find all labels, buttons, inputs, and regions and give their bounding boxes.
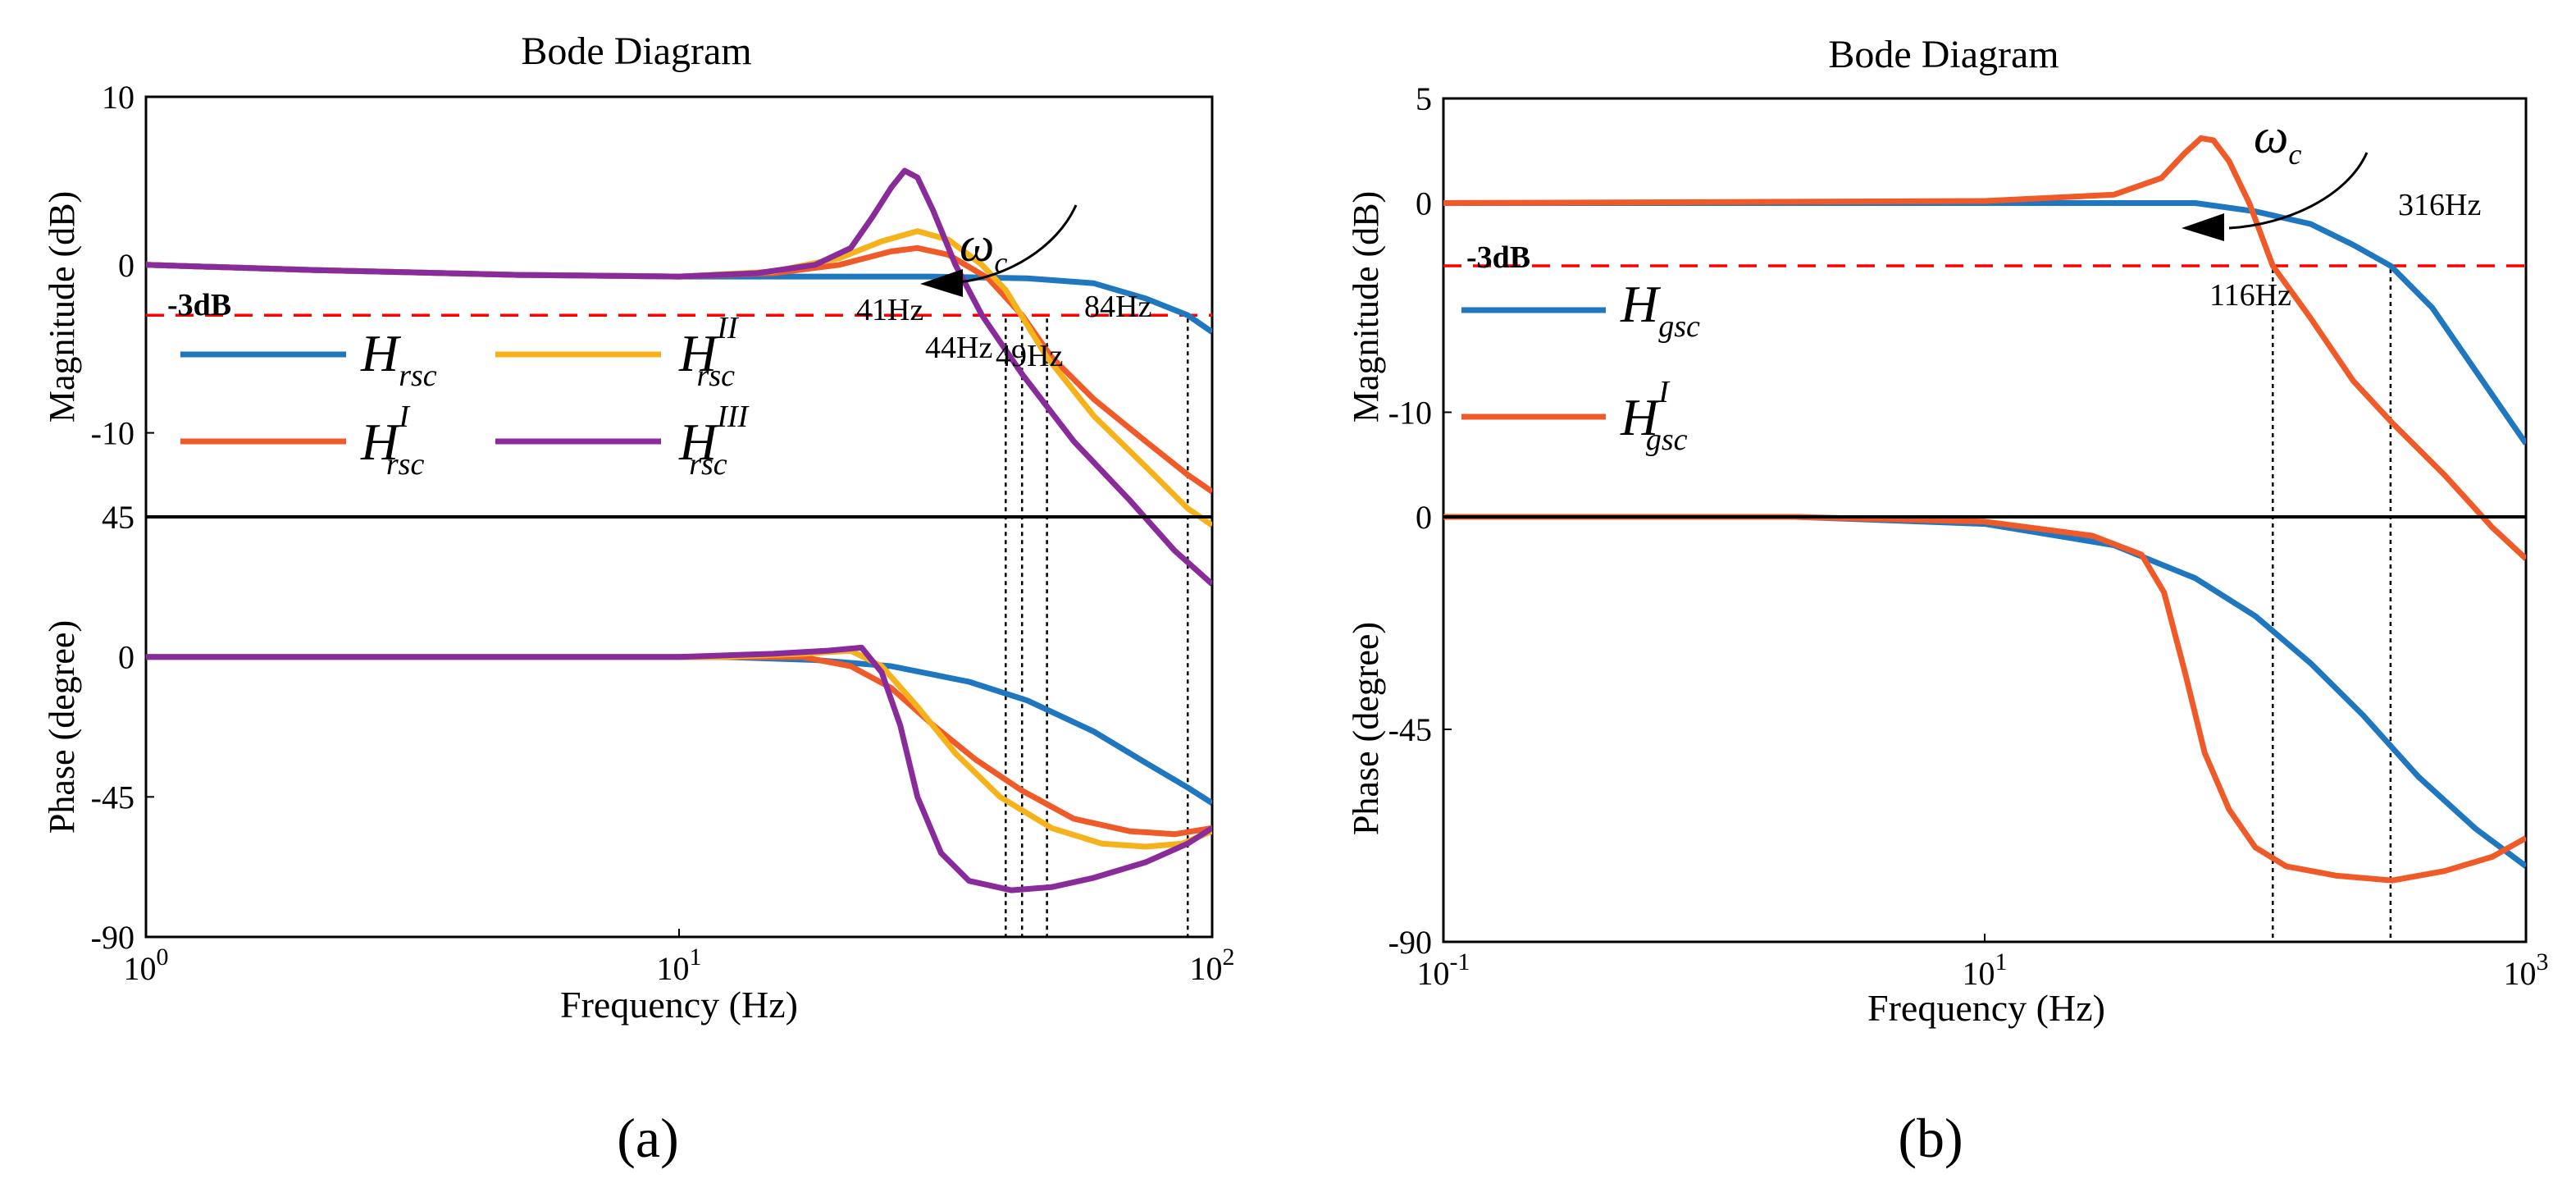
x-tick-label: 101 [1963, 948, 2008, 992]
frequency-annotation: 84Hz [1084, 290, 1151, 324]
legend-subscript: rsc [399, 359, 437, 393]
magnitude-axis-label: Magnitude (dB) [1346, 191, 1386, 423]
mag-tick-label: 0 [118, 247, 134, 284]
magnitude-curve-gsc-I [1443, 138, 2526, 559]
legend-label-rsc-II: HII rsc [678, 311, 740, 393]
phase-curve-gsc [1443, 517, 2526, 866]
phase-tick-label: 45 [102, 499, 134, 536]
wc-subscript: c [2288, 138, 2301, 171]
wc-subscript: c [994, 246, 1007, 279]
mag-tick-label: -10 [91, 415, 134, 452]
x-tick-exponent: 3 [2537, 948, 2549, 975]
phase-tick-label: -45 [1388, 711, 1432, 748]
figure-canvas: Bode Diagram100-10450-45-90Magnitude (dB… [0, 0, 2576, 1197]
phase-axis-label: Phase (degree) [1346, 622, 1386, 835]
phase-tick-label: 0 [1416, 499, 1432, 536]
chart-title: Bode Diagram [521, 30, 751, 73]
legend-subscript: gsc [1646, 423, 1688, 457]
mag-tick-label: 5 [1416, 80, 1432, 117]
phase-curve-rsc [146, 657, 1212, 803]
mag-tick-label: 10 [102, 79, 134, 116]
legend-superscript: III [716, 400, 750, 434]
x-tick-exponent: -1 [1450, 948, 1470, 975]
x-tick-exponent: 0 [157, 943, 169, 971]
x-tick-label: 103 [2504, 948, 2549, 992]
magnitude-curve-gsc [1443, 203, 2526, 444]
phase-tick-label: -45 [91, 779, 134, 816]
phase-curve-rsc-II [146, 651, 1212, 847]
legend-subscript: rsc [386, 447, 425, 482]
x-axis-label: Frequency (Hz) [1867, 987, 2105, 1029]
legend-subscript: rsc [697, 359, 736, 393]
panel-label: (b) [1898, 1107, 1963, 1169]
panel-label: (a) [617, 1107, 678, 1169]
frequency-annotation: 316Hz [2398, 188, 2481, 222]
legend-label-rsc: Hrsc [360, 324, 437, 393]
frequency-annotation: 116Hz [2209, 278, 2291, 313]
legend-subscript: gsc [1658, 309, 1700, 344]
wc-arrow-head [2182, 213, 2224, 241]
wc-label: ωc [2254, 109, 2301, 171]
legend-label-gsc-I: HI gsc [1620, 375, 1688, 457]
phase-tick-label: 0 [118, 639, 134, 676]
frequency-annotation: 44Hz [925, 331, 992, 365]
legend-label-rsc-III: HIII rsc [678, 400, 750, 482]
x-tick-label: 10-1 [1417, 948, 1470, 992]
phase-axis-label: Phase (degree) [42, 620, 82, 834]
x-tick-label: 101 [657, 943, 702, 987]
legend-superscript: I [1657, 375, 1671, 409]
legend-superscript: I [398, 400, 411, 434]
chart-title: Bode Diagram [1828, 33, 2059, 76]
x-axis-label: Frequency (Hz) [560, 984, 798, 1026]
phase-curve-rsc-I [146, 657, 1212, 834]
x-tick-exponent: 1 [690, 943, 702, 971]
mag-tick-label: 0 [1416, 185, 1432, 222]
x-tick-exponent: 1 [1995, 948, 2008, 975]
frequency-annotation: 49Hz [996, 339, 1063, 373]
wc-arrow-head [920, 269, 963, 297]
magnitude-axis-label: Magnitude (dB) [42, 191, 82, 423]
threshold-label: -3dB [1466, 240, 1530, 275]
phase-curve-gsc-I [1443, 517, 2526, 880]
threshold-label: -3dB [167, 288, 231, 322]
x-tick-label: 100 [124, 943, 169, 987]
legend-superscript: II [716, 311, 740, 345]
x-tick-label: 102 [1190, 943, 1235, 987]
legend-label-rsc-I: HI rsc [360, 400, 424, 482]
x-tick-exponent: 2 [1223, 943, 1235, 971]
phase-curve-rsc-III [146, 647, 1212, 890]
legend-label-gsc: Hgsc [1620, 275, 1700, 344]
frequency-annotation: 41Hz [856, 293, 923, 327]
legend-subscript: rsc [689, 447, 727, 482]
wc-label: ωc [960, 217, 1007, 279]
mag-tick-label: -10 [1388, 395, 1432, 432]
